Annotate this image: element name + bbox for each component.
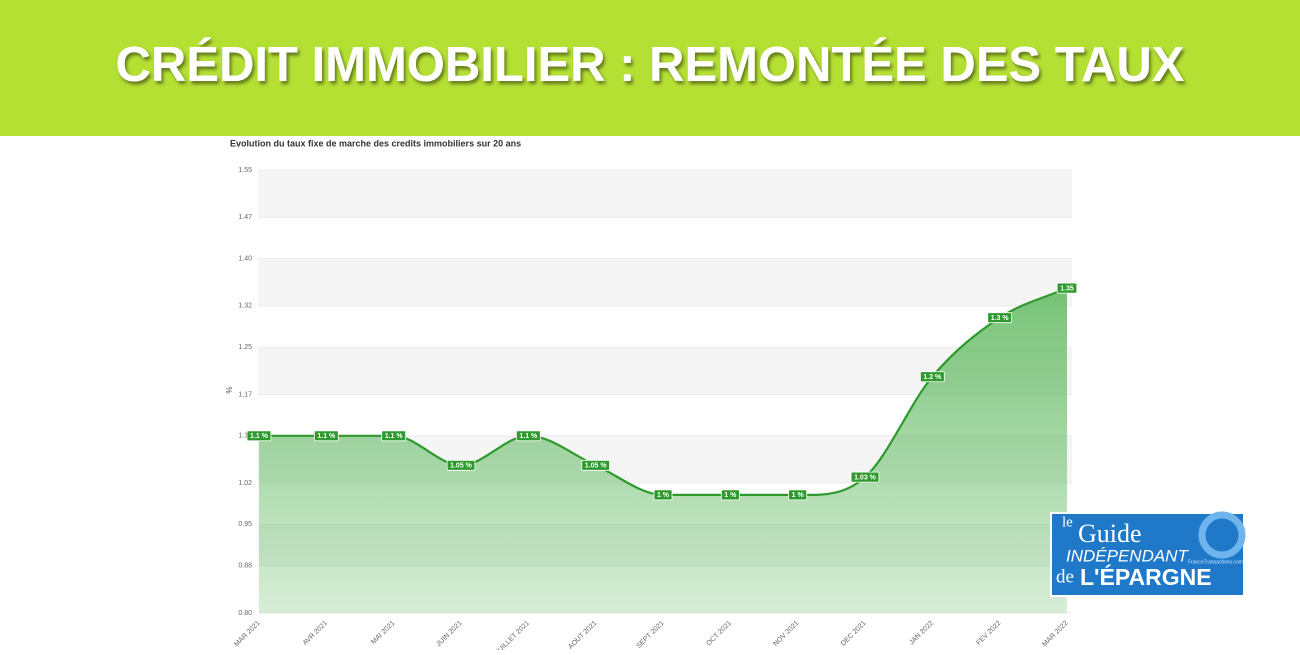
logo-ring (1198, 511, 1246, 559)
data-label-text: 1.1 % (519, 433, 538, 440)
area (259, 288, 1067, 613)
logo-text: Guide (1078, 519, 1142, 548)
logo-site: FranceTransactions.com (1188, 559, 1243, 565)
y-tick-label: 1.17 (238, 391, 252, 398)
data-label: 1.1 % (381, 430, 407, 442)
data-label: 1.35 (1056, 282, 1078, 294)
logo-text: INDÉPENDANT (1066, 546, 1189, 565)
data-label-text: 1 % (792, 492, 805, 499)
data-label-text: 1.2 % (923, 374, 942, 381)
data-label-bg (1056, 282, 1078, 294)
y-tick-label: 1.47 (238, 214, 252, 221)
data-label-bg (581, 459, 610, 471)
data-label: 1.05 % (446, 459, 476, 471)
data-label-bg (313, 430, 339, 442)
data-label-bg (653, 489, 673, 501)
banner (0, 0, 1300, 136)
data-label-bg (381, 430, 407, 442)
y-tick-label: 1.02 (238, 480, 252, 487)
data-label-bg (246, 430, 272, 442)
x-tick-label: OCT 2021 (705, 620, 733, 648)
data-label: 1 % (653, 489, 673, 501)
data-label-text: 1.1 % (250, 433, 269, 440)
data-label-bg (515, 430, 541, 442)
data-label-bg (720, 489, 740, 501)
y-tick-label: 0.88 (238, 563, 252, 570)
y-tick-label: 1.32 (238, 303, 252, 310)
y-tick-label: 0.80 (238, 610, 252, 617)
x-tick-label: SEPT 2021 (636, 620, 666, 650)
x-tick-label: FEV 2022 (975, 620, 1002, 647)
data-label-bg (446, 459, 476, 471)
x-tick-label: JAN 2022 (908, 620, 935, 647)
x-tick-label: JUILLET 2021 (495, 620, 532, 650)
banner-title: CRÉDIT IMMOBILIER : REMONTÉE DES TAUX (116, 38, 1185, 92)
chart-title: Evolution du taux fixe de marche des cre… (230, 138, 521, 148)
data-label-text: 1.03 % (854, 474, 877, 481)
y-tick-label: 1.10 (238, 433, 252, 440)
data-label: 1.03 % (850, 471, 880, 483)
x-tick-label: NOV 2021 (772, 620, 800, 648)
data-label-text: 1 % (724, 492, 737, 499)
data-label-text: 1.35 (1060, 285, 1074, 292)
data-label: 1.1 % (515, 430, 541, 442)
data-label-bg (987, 312, 1013, 324)
logo-text: L'ÉPARGNE (1080, 563, 1212, 590)
y-axis-label: % (225, 386, 234, 393)
x-tick-label: JUIN 2021 (435, 620, 463, 648)
data-label: 1 % (788, 489, 808, 501)
grid-band (258, 258, 1072, 306)
data-label-bg (788, 489, 808, 501)
data-label-text: 1.05 % (450, 463, 473, 470)
logo: le Guide INDÉPENDANT de L'ÉPARGNE France… (1050, 511, 1246, 597)
data-label-text: 1.3 % (991, 315, 1010, 322)
plot-area: 0.80 0.88 0.95 1.02 1.10 1.17 1.25 1.32 1.40 1.47… (233, 167, 1078, 655)
data-label-bg (850, 471, 880, 483)
y-tick-label: 1.25 (238, 344, 252, 351)
x-tick-label: AOUT 2021 (567, 620, 598, 650)
x-tick-label: DEC 2021 (840, 620, 868, 648)
data-label: 1.1 % (313, 430, 339, 442)
data-label: 1.05 % (581, 459, 610, 471)
x-tick-label: MAR 2021 (233, 620, 261, 648)
data-label-text: 1 % (657, 492, 670, 499)
logo-text: de (1056, 566, 1074, 587)
data-label-text: 1.05 % (585, 463, 608, 470)
logo-text: le (1062, 514, 1073, 530)
grid-band (258, 170, 1072, 218)
data-label: 1.2 % (919, 371, 945, 383)
data-label: 1 % (720, 489, 740, 501)
data-label: 1.3 % (987, 312, 1013, 324)
data-label-bg (919, 371, 945, 383)
y-tick-label: 1.40 (238, 255, 252, 262)
data-label-text: 1.1 % (317, 433, 336, 440)
x-tick-label: MAI 2021 (370, 620, 396, 646)
data-label-text: 1.1 % (385, 433, 404, 440)
y-tick-label: 0.95 (238, 521, 252, 528)
x-tick-label: AVR 2021 (302, 620, 329, 647)
y-tick-label: 1.55 (238, 167, 252, 174)
x-tick-label: MAR 2022 (1041, 620, 1069, 648)
data-label: 1.1 % (246, 430, 272, 442)
